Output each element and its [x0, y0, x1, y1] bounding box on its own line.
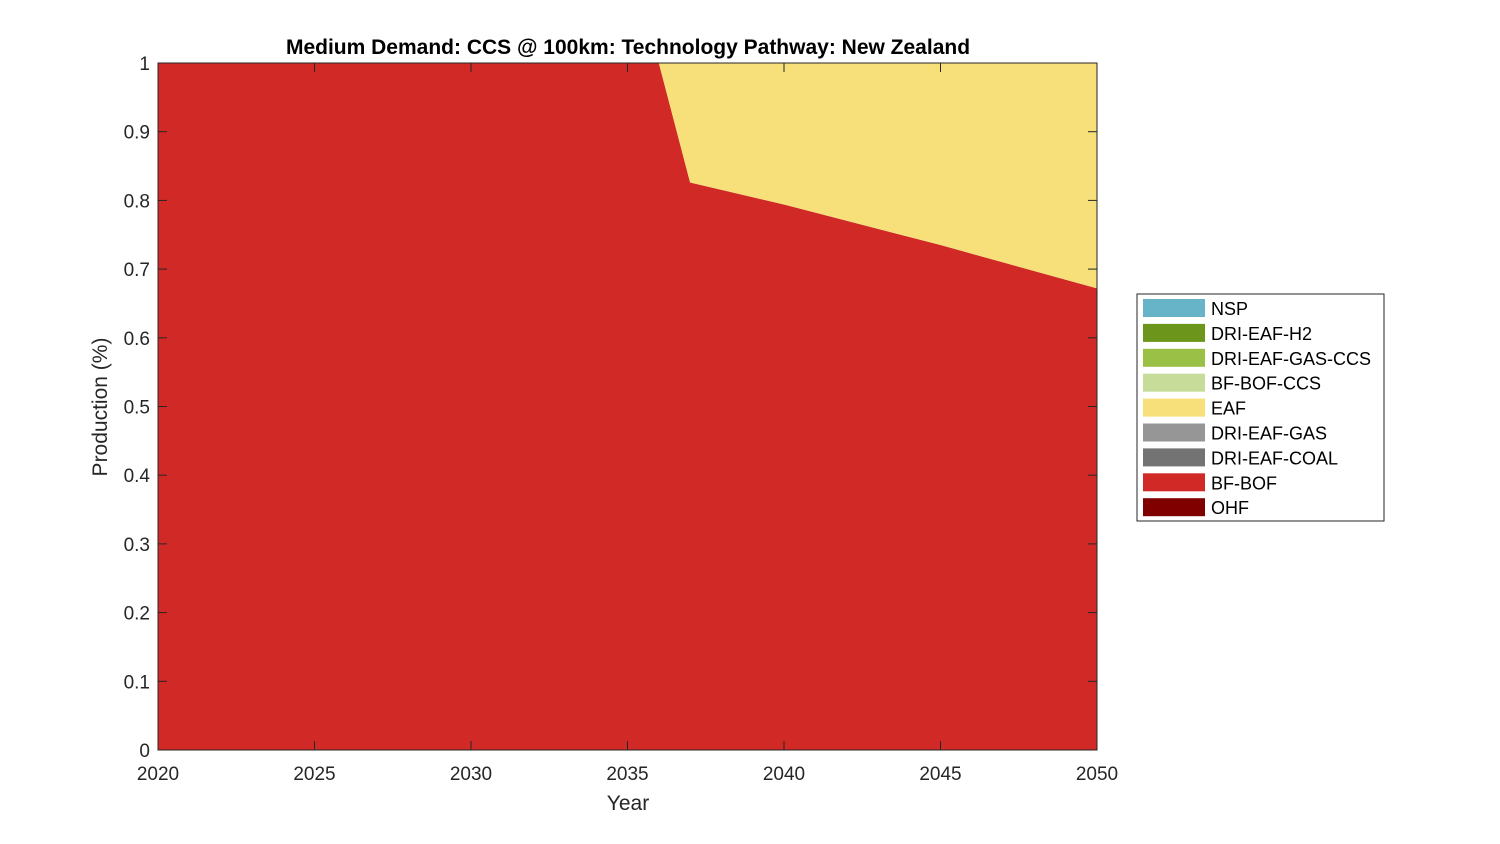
y-tick-label: 0.1 [124, 672, 150, 693]
legend-item-bf-bof: BF-BOF [1143, 473, 1277, 493]
legend: NSP DRI-EAF-H2 DRI-EAF-GAS-CCS BF-BOF-CCS EA… [1136, 293, 1385, 522]
legend-swatch [1143, 373, 1205, 392]
legend-item-dri-eaf-gas: DRI-EAF-GAS [1143, 423, 1327, 444]
x-tick-label: 2030 [450, 764, 492, 785]
y-tick-label: 0.5 [124, 398, 150, 419]
y-axis: 0 0.1 0.2 0.3 0.4 0.5 0.6 0.7 0.8 0.9 1 [124, 54, 1097, 762]
legend-label: DRI-EAF-COAL [1211, 448, 1338, 468]
legend-label: DRI-EAF-H2 [1211, 324, 1312, 344]
legend-swatch [1143, 398, 1205, 417]
y-tick-label: 0.3 [124, 535, 150, 556]
legend-item-bf-bof-ccs: BF-BOF-CCS [1143, 373, 1321, 394]
legend-swatch [1143, 323, 1205, 342]
legend-item-dri-eaf-gas-ccs: DRI-EAF-GAS-CCS [1143, 348, 1371, 369]
legend-label: NSP [1211, 299, 1248, 319]
area-bf-bof [158, 63, 1097, 750]
x-tick-label: 2050 [1076, 764, 1118, 785]
y-tick-label: 0.6 [124, 329, 150, 350]
chart-title: Medium Demand: CCS @ 100km: Technology P… [286, 36, 970, 59]
x-tick-label: 2040 [763, 764, 805, 785]
legend-label: DRI-EAF-GAS-CCS [1211, 349, 1371, 369]
legend-item-nsp: NSP [1143, 299, 1248, 319]
x-tick-label: 2025 [293, 764, 335, 785]
x-tick-label: 2045 [919, 764, 961, 785]
y-tick-label: 0.7 [124, 260, 150, 281]
y-axis-label: Production (%) [89, 338, 112, 477]
legend-item-dri-eaf-coal: DRI-EAF-COAL [1143, 448, 1338, 468]
legend-swatch [1143, 448, 1205, 467]
legend-label: BF-BOF-CCS [1211, 374, 1321, 394]
plot-area [157, 62, 1098, 751]
x-axis-label: Year [607, 792, 649, 815]
legend-swatch [1143, 423, 1205, 442]
x-tick-label: 2020 [137, 764, 179, 785]
legend-swatch [1143, 473, 1205, 492]
area-eaf [158, 63, 1097, 289]
legend-item-eaf: EAF [1143, 398, 1246, 419]
y-tick-label: 0.8 [124, 191, 150, 212]
y-tick-label: 0.9 [124, 123, 150, 144]
legend-swatch [1143, 299, 1205, 317]
legend-label: OHF [1211, 498, 1249, 518]
y-tick-label: 1 [139, 54, 150, 75]
y-tick-label: 0 [139, 741, 150, 762]
legend-item-ohf: OHF [1143, 498, 1249, 518]
legend-label: EAF [1211, 399, 1246, 419]
x-axis: 2020 2025 2030 2035 2040 2045 2050 [137, 63, 1118, 785]
x-tick-label: 2035 [606, 764, 648, 785]
legend-swatch [1143, 348, 1205, 367]
legend-label: DRI-EAF-GAS [1211, 424, 1327, 444]
y-tick-label: 0.4 [124, 466, 151, 487]
y-tick-label: 0.2 [124, 604, 150, 625]
legend-label: BF-BOF [1211, 473, 1277, 493]
legend-swatch [1143, 498, 1205, 517]
legend-item-dri-eaf-h2: DRI-EAF-H2 [1143, 323, 1312, 344]
